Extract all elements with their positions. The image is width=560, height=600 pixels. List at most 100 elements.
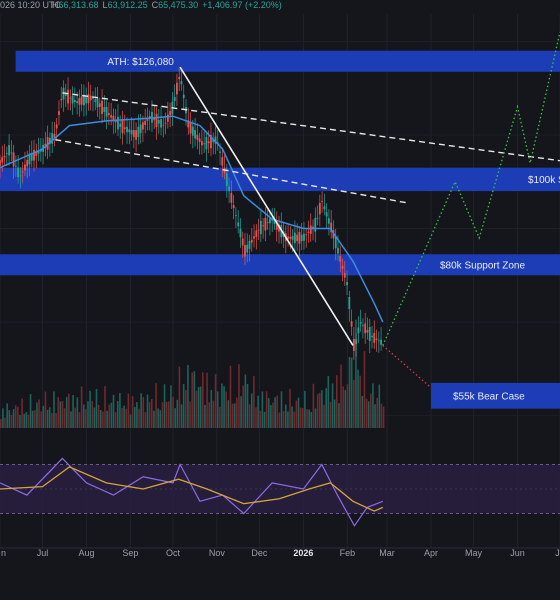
- volume-bar-9: [19, 415, 21, 428]
- volume-bar-43: [91, 401, 94, 428]
- volume-bar-66: [140, 393, 142, 428]
- price-pane: [0, 68, 384, 360]
- volume-bar-107: [227, 400, 230, 428]
- volume-bar-40: [85, 409, 87, 428]
- candle-body-131: [296, 234, 299, 242]
- volume-bar-51: [108, 404, 111, 428]
- volume-bar-176: [374, 404, 376, 428]
- candle-body-154: [348, 297, 351, 309]
- x-tick-label-12: Jun: [510, 548, 525, 558]
- candle-body-111: [250, 239, 253, 243]
- volume-bar-78: [165, 401, 168, 428]
- volume-bar-162: [344, 390, 347, 428]
- zone-label-2: $80k Support Zone: [440, 260, 525, 271]
- candle-body-146: [330, 222, 333, 233]
- volume-bar-20: [42, 405, 45, 428]
- volume-bar-170: [361, 395, 364, 428]
- ohlc-value-3: +1,406.97 (+2.20%): [202, 0, 282, 10]
- volume-bar-80: [170, 385, 172, 428]
- ohlc-label-2: C: [152, 0, 159, 10]
- volume-bar-97: [206, 372, 208, 428]
- volume-bar-167: [355, 319, 357, 428]
- candle-body-38: [85, 95, 88, 104]
- candle-body-92: [207, 141, 210, 144]
- candle-body-156: [352, 338, 355, 351]
- volume-bar-118: [250, 393, 253, 428]
- candle-body-30: [67, 89, 69, 104]
- volume-bar-168: [357, 369, 359, 428]
- candle-body-31: [69, 97, 72, 99]
- volume-bar-177: [376, 397, 379, 428]
- volume-bar-77: [163, 384, 166, 428]
- volume-bar-2: [4, 417, 6, 428]
- candle-body-61: [137, 126, 140, 137]
- candle-body-84: [189, 122, 192, 134]
- volume-bar-19: [40, 411, 43, 428]
- candle-body-44: [98, 103, 101, 107]
- volume-bar-102: [216, 391, 219, 428]
- volume-bar-37: [78, 412, 81, 428]
- volume-bar-124: [263, 411, 266, 428]
- candle-body-47: [105, 106, 108, 117]
- volume-bar-5: [10, 414, 13, 428]
- volume-bar-148: [314, 408, 317, 428]
- volume-bar-143: [304, 390, 306, 428]
- candle-body-36: [80, 96, 83, 105]
- volume-bar-117: [248, 404, 251, 428]
- candle-body-34: [76, 101, 79, 103]
- zone-label-1: $100k S: [528, 175, 560, 186]
- volume-bar-132: [280, 391, 283, 428]
- volume-bar-173: [367, 401, 370, 428]
- volume-bar-58: [123, 405, 125, 428]
- volume-bar-30: [63, 408, 66, 428]
- candle-body-166: [375, 338, 378, 341]
- volume-bar-12: [25, 412, 28, 428]
- volume-bar-149: [316, 393, 319, 428]
- header-date: 026 10:20 UTC: [0, 0, 62, 10]
- volume-bar-92: [195, 390, 198, 428]
- volume-bar-22: [46, 409, 49, 428]
- volume-bar-6: [12, 409, 15, 428]
- volume-bar-84: [178, 366, 181, 428]
- volume-bar-23: [48, 407, 51, 428]
- volume-bar-174: [370, 393, 372, 428]
- candle-body-137: [309, 225, 312, 234]
- volume-bar-73: [155, 383, 157, 428]
- volume-bar-34: [72, 394, 74, 428]
- candle-body-115: [259, 220, 262, 235]
- candle-body-108: [244, 245, 246, 257]
- candle-body-97: [219, 151, 221, 153]
- candle-body-161: [364, 323, 367, 334]
- candle-body-116: [262, 225, 265, 227]
- volume-bar-129: [274, 397, 276, 428]
- volume-bar-71: [150, 398, 153, 428]
- candle-body-158: [357, 327, 360, 334]
- candle-body-127: [287, 236, 289, 240]
- candle-body-106: [239, 228, 242, 238]
- volume-bar-150: [318, 392, 321, 428]
- volume-bar-25: [53, 391, 55, 428]
- volume-bar-17: [36, 402, 38, 428]
- rsi-pane: [0, 457, 560, 527]
- volume-bar-72: [153, 410, 155, 428]
- candle-body-33: [73, 100, 76, 103]
- volume-bar-128: [272, 402, 274, 428]
- volume-bar-47: [99, 409, 102, 428]
- volume-bar-15: [31, 410, 34, 428]
- x-tick-label-1: Jul: [37, 548, 49, 558]
- volume-bar-14: [29, 394, 32, 428]
- candle-body-163: [368, 327, 371, 341]
- volume-bar-68: [144, 412, 147, 428]
- candle-body-135: [305, 234, 308, 236]
- candle-body-35: [78, 98, 81, 105]
- candle-body-39: [87, 94, 90, 104]
- candle-body-160: [362, 325, 364, 327]
- x-tick-label-9: Mar: [379, 548, 395, 558]
- volume-bar-153: [325, 388, 327, 428]
- candle-body-56: [126, 126, 128, 133]
- volume-bar-110: [233, 403, 236, 428]
- volume-bar-62: [131, 396, 134, 428]
- candle-body-133: [300, 234, 303, 242]
- volume-bar-79: [168, 401, 170, 428]
- volume-bar-155: [329, 402, 332, 428]
